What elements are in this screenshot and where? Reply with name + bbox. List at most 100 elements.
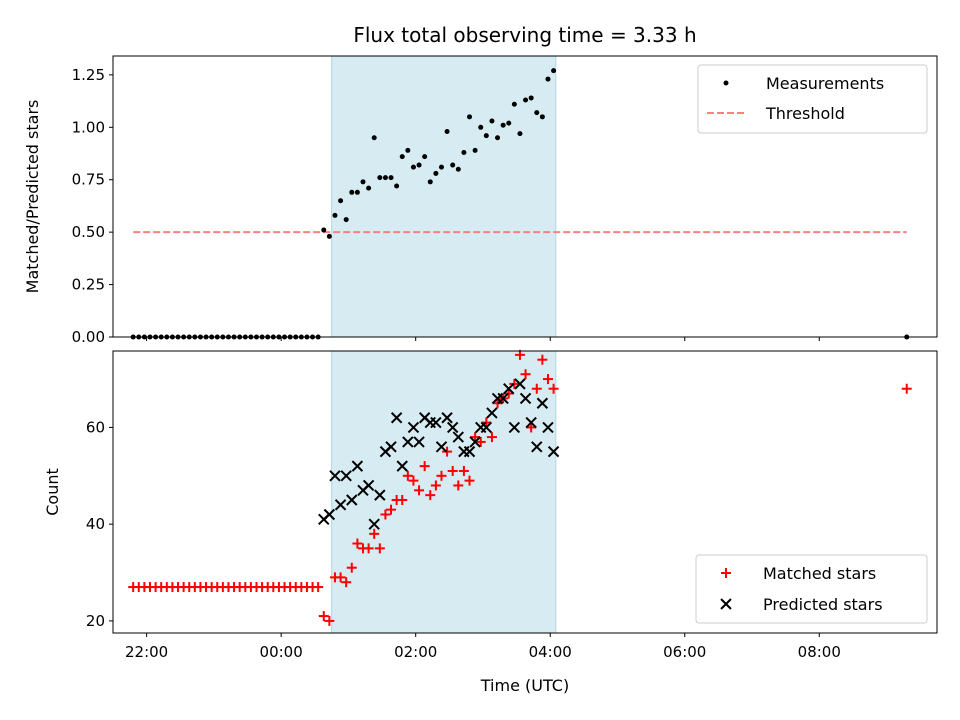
top-y-axis-label: Matched/Predicted stars — [23, 100, 42, 294]
predicted-star-point — [525, 416, 537, 429]
bottom-y-tick-label: 60 — [86, 418, 105, 436]
matched-star-point — [526, 422, 537, 433]
measurement-point — [472, 147, 478, 153]
predicted-star-point — [329, 470, 341, 482]
x-axis-label: Time (UTC) — [480, 676, 569, 695]
predicted-star-point-b — [430, 416, 442, 429]
predicted-star-point — [413, 436, 425, 448]
matched-star-point — [369, 528, 380, 539]
bottom-legend-box — [695, 554, 928, 624]
matched-star-point — [520, 369, 531, 380]
matched-star-point — [335, 572, 346, 583]
measurement-point — [410, 164, 416, 170]
x-tick-label: 00:00 — [260, 643, 303, 661]
legend-marker-matched-stars — [721, 568, 731, 578]
measurement-point — [539, 114, 545, 120]
predicted-star-point-b — [446, 421, 459, 434]
predicted-star-point-b — [340, 470, 352, 482]
predicted-star-point-b — [497, 392, 509, 405]
matched-star-point — [397, 494, 408, 505]
top-y-tick-label: 1.00 — [72, 118, 105, 136]
measurement-point — [354, 189, 360, 195]
measurement-point — [433, 170, 439, 176]
measurement-point — [478, 124, 484, 130]
predicted-star-point-b — [441, 412, 453, 424]
predicted-star-point-b — [452, 431, 465, 443]
matched-star-point — [352, 538, 363, 549]
measurement-point — [416, 162, 422, 168]
bottom-data-marks — [128, 349, 912, 626]
measurement-point — [388, 175, 394, 181]
predicted-star-point — [323, 508, 336, 521]
bottom-axes: 20 40 60 22:00 00:00 02:00 04:00 06:00 08:00 Cou… — [43, 349, 938, 695]
predicted-star-point — [452, 431, 465, 443]
predicted-star-point-b — [362, 479, 375, 492]
predicted-star-point — [497, 392, 509, 405]
matched-star-point — [341, 577, 352, 588]
predicted-star-point — [346, 494, 358, 506]
top-y-tick-label: 0.00 — [72, 328, 105, 346]
predicted-star-point — [430, 416, 442, 429]
measurement-point — [489, 118, 495, 124]
predicted-star-point-b — [435, 441, 448, 453]
matched-star-point — [503, 388, 514, 399]
legend-marker-predicted-stars — [720, 598, 732, 610]
predicted-star-point — [374, 489, 386, 501]
bottom-y-tick-label: 20 — [86, 612, 105, 630]
predicted-star-point — [446, 421, 459, 434]
predicted-star-point — [503, 383, 515, 395]
measurement-point — [534, 110, 540, 116]
top-ticks: 0.00 0.25 0.50 0.75 1.00 1.25 — [72, 66, 820, 346]
predicted-star-point — [514, 378, 526, 390]
bottom-legend: Matched stars Predicted stars — [695, 554, 928, 624]
matched-star-point — [318, 611, 329, 622]
predicted-star-point — [402, 436, 414, 448]
predicted-star-point — [469, 436, 481, 448]
predicted-star-point-b — [374, 489, 386, 501]
predicted-star-point — [542, 421, 554, 434]
measurement-point — [506, 120, 512, 126]
bottom-ticks: 20 40 60 22:00 00:00 02:00 04:00 06:00 08:00 — [86, 418, 841, 661]
measurement-point — [422, 154, 428, 160]
measurement-point — [377, 175, 383, 181]
measurement-point — [545, 76, 551, 82]
predicted-star-point — [340, 470, 352, 482]
matched-star-point — [425, 490, 436, 501]
measurement-point — [360, 179, 366, 185]
measurement-point — [427, 179, 433, 185]
measurement-point — [382, 175, 388, 181]
matched-star-point — [548, 383, 559, 394]
predicted-star-point-b — [463, 445, 476, 458]
measurement-point — [455, 166, 461, 172]
x-tick-label: 22:00 — [125, 643, 168, 661]
bottom-y-tick-label: 40 — [86, 515, 105, 533]
x-tick-label: 02:00 — [394, 643, 437, 661]
predicted-star-point-b — [346, 494, 358, 506]
predicted-star-point-b — [536, 397, 549, 409]
measurement-point — [517, 131, 523, 137]
matched-star-point — [436, 470, 447, 481]
top-legend-box — [697, 64, 928, 134]
predicted-star-point-b — [334, 499, 347, 511]
measurement-point — [394, 183, 400, 189]
matched-star-point — [453, 480, 464, 491]
top-y-tick-label: 0.75 — [72, 171, 105, 189]
predicted-star-point-b — [525, 416, 537, 429]
predicted-star-point-b — [402, 436, 414, 448]
legend-label-threshold: Threshold — [765, 104, 845, 123]
chart-title: Flux total observing time = 3.33 h — [353, 23, 696, 47]
predicted-star-point — [508, 421, 521, 434]
predicted-star-point-b — [418, 412, 431, 424]
top-axes-frame — [112, 55, 938, 338]
legend-marker-measurements — [723, 80, 729, 86]
measurement-point — [511, 101, 517, 107]
x-tick-label: 06:00 — [663, 643, 706, 661]
measurement-point — [338, 198, 344, 204]
matched-star-point — [475, 436, 486, 447]
matched-star-point — [386, 504, 397, 515]
matched-star-point — [374, 543, 385, 554]
matched-star-point — [470, 432, 481, 443]
measurement-point — [528, 95, 534, 101]
predicted-star-point — [368, 518, 380, 530]
matched-star-point — [901, 383, 912, 394]
